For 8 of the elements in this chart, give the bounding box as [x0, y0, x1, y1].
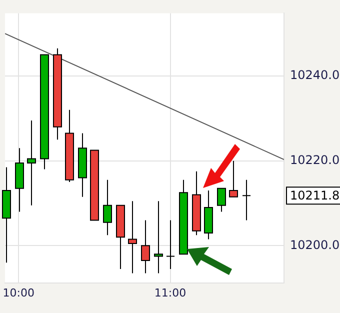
- y-tick-label: 10240.0: [290, 68, 340, 82]
- y-tick-label: 10220.0: [290, 152, 340, 167]
- candlestick: [166, 220, 175, 270]
- x-tick-label: 11:00: [154, 286, 186, 300]
- text: 10211.8: [290, 188, 340, 203]
- y-tick-label: 10200.0: [290, 238, 340, 252]
- candlestick: [242, 179, 251, 221]
- x-tick-label: 10:00: [2, 286, 34, 300]
